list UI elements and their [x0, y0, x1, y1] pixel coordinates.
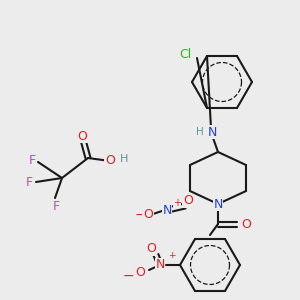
Text: N: N — [207, 125, 217, 139]
Text: H: H — [196, 127, 204, 137]
Text: O: O — [135, 266, 145, 280]
Text: F: F — [28, 154, 36, 166]
Text: N: N — [213, 197, 223, 211]
Text: O: O — [183, 194, 193, 208]
Text: −: − — [134, 208, 146, 222]
Text: Cl: Cl — [179, 49, 191, 62]
Text: H: H — [120, 154, 128, 164]
Text: −: − — [122, 269, 134, 283]
Text: N: N — [162, 203, 172, 217]
Text: +: + — [173, 198, 181, 208]
Text: O: O — [241, 218, 251, 230]
Text: F: F — [52, 200, 60, 212]
Text: O: O — [77, 130, 87, 142]
Text: +: + — [168, 251, 176, 260]
Text: N: N — [155, 259, 165, 272]
Text: O: O — [105, 154, 115, 167]
Text: O: O — [143, 208, 153, 221]
Text: O: O — [146, 242, 156, 256]
Text: F: F — [26, 176, 33, 190]
